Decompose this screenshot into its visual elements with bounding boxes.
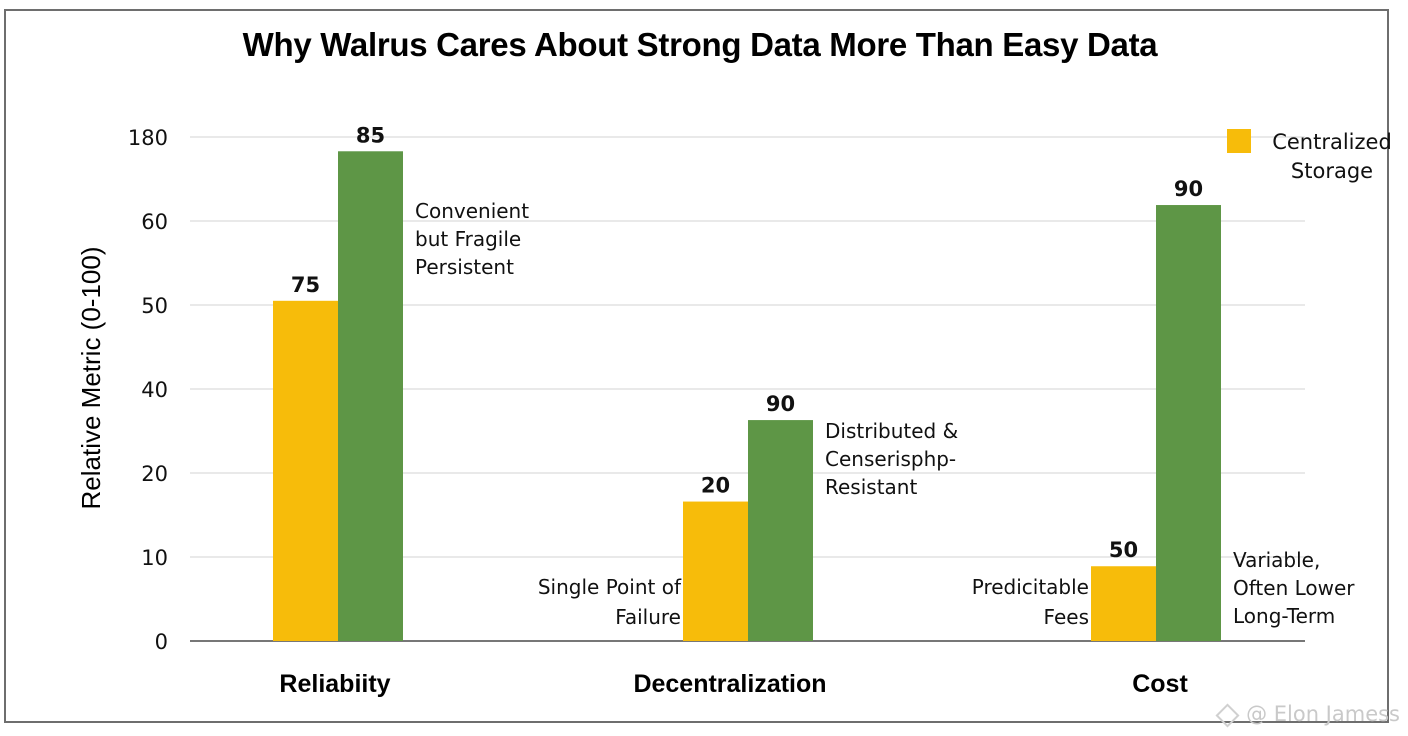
bar-annotation: Distributed & Censerisphp-Resistant — [825, 419, 958, 499]
value-label: 50 — [1109, 538, 1138, 562]
bar-centralized-cost — [1091, 566, 1156, 641]
bar-annotation: Convenient but Fragile Persistent — [415, 199, 529, 279]
category-label: Reliabiity — [279, 670, 390, 698]
y-tick-label: 60 — [141, 210, 168, 234]
category-labels: Reliabiity Decentralization Cost — [279, 670, 1188, 698]
value-label: 75 — [291, 273, 320, 297]
watermark: @ Elon Jamess — [1215, 702, 1400, 728]
value-label: 90 — [766, 392, 795, 416]
bar-annotation: Predicitable Fees — [972, 575, 1089, 629]
y-tick-label: 10 — [141, 546, 168, 570]
bar-walrus-cost — [1156, 205, 1221, 642]
chart-title: Why Walrus Cares About Strong Data More … — [242, 26, 1158, 63]
value-label: 85 — [356, 123, 385, 147]
value-label: 20 — [701, 474, 730, 498]
y-tick-label: 20 — [141, 462, 168, 486]
legend: Centralized Storage — [1227, 129, 1392, 183]
bar-centralized-decentralization — [683, 501, 748, 641]
bars — [273, 151, 1221, 642]
bar-walrus-reliabiity — [338, 151, 403, 641]
y-tick-label: 50 — [141, 294, 168, 318]
annotations: Single Point of Failure Predicitable Fees Co… — [415, 199, 1355, 629]
y-tick-label: 40 — [141, 378, 168, 402]
value-labels: 75 20 50 85 90 90 — [291, 123, 1203, 562]
watermark-text: @ Elon Jamess — [1246, 702, 1400, 726]
y-tick-label: 0 — [155, 630, 168, 654]
bar-walrus-decentralization — [748, 420, 813, 641]
legend-label: Centralized Storage — [1272, 130, 1392, 183]
category-label: Cost — [1132, 670, 1188, 698]
y-tick-label: 180 — [128, 126, 168, 150]
bar-annotation: Single Point of Failure — [538, 575, 682, 629]
category-label: Decentralization — [633, 670, 826, 698]
watermark-logo-icon — [1215, 702, 1240, 728]
y-axis-ticks: 180 60 50 40 20 10 0 — [128, 126, 168, 654]
value-label: 90 — [1174, 177, 1203, 201]
bar-centralized-reliabiity — [273, 300, 338, 641]
legend-swatch — [1227, 129, 1251, 153]
y-axis-label: Relative Metric (0-100) — [76, 247, 106, 510]
bar-annotation: Variable, Often Lower Long-Term — [1233, 548, 1355, 628]
